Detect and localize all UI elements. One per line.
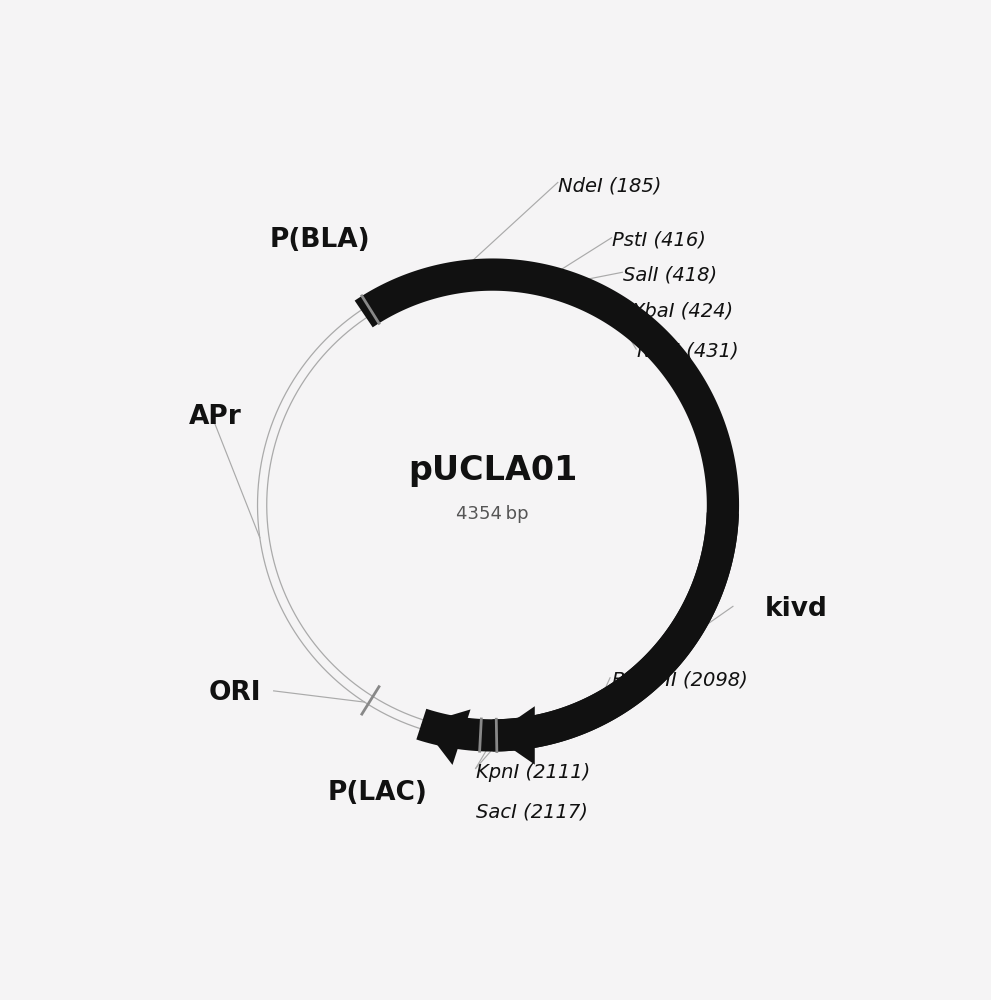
Text: APr: APr (189, 404, 242, 430)
Polygon shape (421, 709, 471, 765)
Polygon shape (355, 258, 739, 752)
Text: NcoI (431): NcoI (431) (637, 342, 738, 361)
Text: XbaI (424): XbaI (424) (632, 302, 734, 321)
Text: ORI: ORI (209, 680, 262, 706)
Text: BamHI (2098): BamHI (2098) (611, 671, 747, 690)
Text: 4354 bp: 4354 bp (456, 505, 529, 523)
Text: kivd: kivd (765, 596, 828, 622)
Polygon shape (493, 512, 739, 752)
Text: SalI (418): SalI (418) (623, 265, 717, 284)
Text: PstI (416): PstI (416) (611, 231, 706, 250)
Text: P(BLA): P(BLA) (270, 227, 370, 253)
Text: pUCLA01: pUCLA01 (408, 454, 577, 487)
Text: NdeI (185): NdeI (185) (558, 177, 661, 196)
Text: SacI (2117): SacI (2117) (476, 803, 588, 822)
Text: KpnI (2111): KpnI (2111) (476, 763, 590, 782)
Polygon shape (493, 706, 535, 765)
Text: P(LAC): P(LAC) (327, 780, 427, 806)
